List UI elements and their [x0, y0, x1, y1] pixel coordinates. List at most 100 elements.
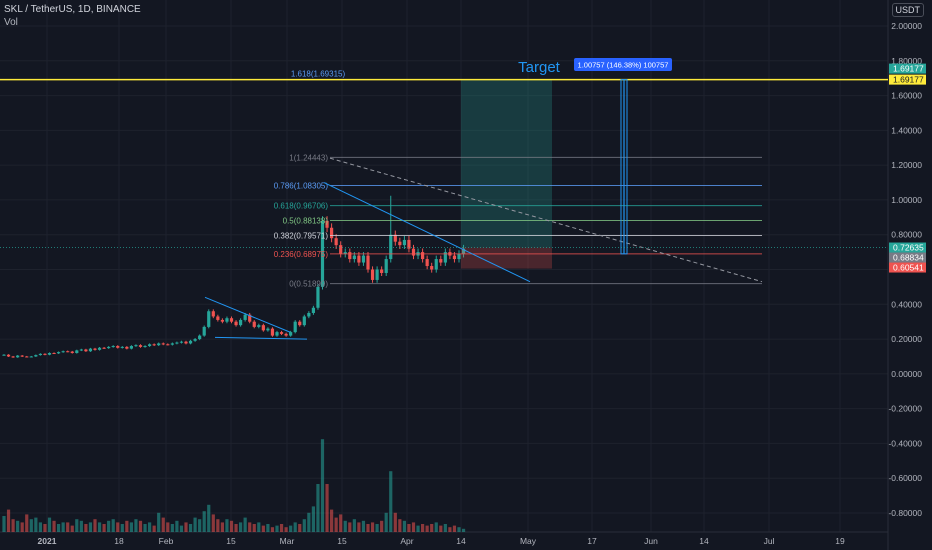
volume-bar	[38, 522, 42, 532]
candle-body	[102, 347, 106, 349]
fib-level-label: 0(0.51899)	[289, 280, 328, 289]
volume-bar	[398, 519, 402, 532]
volume-bar	[302, 519, 306, 532]
volume-bar	[339, 514, 343, 532]
price-tag-box	[889, 74, 926, 85]
y-tick-label: 1.40000	[891, 125, 922, 135]
volume-bar	[184, 522, 188, 532]
candle-body	[125, 346, 129, 349]
volume-indicator-label[interactable]: Vol	[4, 17, 18, 28]
candle-body	[29, 356, 33, 358]
volume-bar	[298, 524, 302, 532]
y-tick-label: -0.40000	[888, 438, 922, 448]
y-tick-label: 0.00000	[891, 369, 922, 379]
volume-bar	[29, 519, 33, 532]
candle-body	[289, 332, 293, 336]
volume-bar	[188, 524, 193, 532]
fib-level-label: 0.618(0.96706)	[274, 202, 329, 211]
candle-body	[389, 234, 393, 260]
candle-body	[243, 314, 247, 320]
candle-body	[52, 352, 56, 354]
candle-body	[330, 227, 334, 239]
volume-bar	[357, 522, 361, 532]
candle-body	[293, 321, 297, 333]
volume-bar	[407, 524, 411, 532]
volume-bar	[293, 522, 297, 532]
candle-body	[316, 286, 320, 308]
volume-bar	[393, 512, 397, 532]
volume-bar	[161, 517, 165, 532]
candle-body	[6, 354, 11, 357]
volume-bar	[311, 506, 315, 532]
candle-body	[248, 314, 252, 322]
volume-bar	[248, 522, 252, 532]
volume-bar	[70, 525, 74, 532]
volume-bar	[47, 517, 52, 532]
volume-bar	[375, 524, 379, 532]
candle-body	[175, 342, 179, 344]
volume-bar	[370, 522, 375, 532]
candle-body	[84, 349, 88, 352]
volume-bar	[211, 514, 215, 532]
volume-bar	[334, 517, 338, 532]
price-tag-box	[889, 242, 926, 253]
candle-body	[239, 319, 243, 326]
candle-body	[198, 335, 202, 340]
candle-body	[157, 343, 161, 346]
candle-body	[225, 318, 229, 322]
volume-bar	[57, 524, 61, 532]
candle-body	[88, 348, 93, 352]
candle-body	[138, 345, 143, 347]
volume-bar	[79, 520, 83, 532]
volume-bar	[252, 524, 256, 532]
candle-body	[97, 347, 102, 350]
volume-bar	[411, 522, 416, 532]
target-tooltip-text: 1.00757 (146.38%) 100757	[578, 61, 669, 70]
volume-bar	[243, 517, 247, 532]
volume-bar	[425, 525, 429, 532]
candle-body	[34, 355, 38, 357]
volume-bar	[216, 519, 220, 532]
volume-bar	[175, 520, 179, 532]
volume-bar	[434, 522, 438, 532]
candle-body	[229, 318, 234, 322]
candle-body	[302, 316, 306, 326]
volume-bar	[343, 520, 347, 532]
candle-body	[220, 319, 224, 322]
fib-1618-label: 1.618(1.69315)	[291, 70, 346, 79]
volume-bar	[102, 524, 106, 532]
fib-level-label: 0.786(1.08305)	[274, 181, 329, 190]
y-tick-label: 1.60000	[891, 91, 922, 101]
volume-bar	[266, 524, 270, 532]
volume-bar	[325, 484, 329, 532]
volume-bar	[225, 519, 229, 532]
volume-bar	[421, 524, 425, 532]
volume-bar	[198, 519, 202, 532]
y-tick-label: -0.80000	[888, 508, 922, 518]
x-tick-label: 14	[699, 536, 709, 546]
candle-body	[339, 245, 343, 254]
candle-body	[216, 316, 220, 320]
candle-body	[166, 344, 170, 346]
volume-bar	[220, 522, 224, 532]
candle-body	[421, 252, 425, 260]
candle-body	[352, 255, 356, 260]
candle-body	[43, 353, 47, 355]
candle-body	[439, 259, 443, 263]
volume-bar	[384, 512, 388, 532]
candle-body	[47, 352, 52, 355]
target-label: Target	[518, 59, 561, 76]
candle-body	[407, 239, 411, 249]
currency-button[interactable]: USDT	[891, 3, 924, 17]
x-tick-label: 17	[587, 536, 597, 546]
volume-bar	[261, 525, 265, 532]
volume-bar	[157, 512, 161, 532]
y-tick-label: -0.60000	[888, 473, 922, 483]
candle-body	[375, 269, 379, 280]
price-tag-box	[889, 63, 926, 74]
candle-body	[143, 346, 147, 348]
volume-bar	[152, 525, 156, 532]
volume-bar	[275, 525, 279, 532]
candle-body	[16, 355, 20, 358]
